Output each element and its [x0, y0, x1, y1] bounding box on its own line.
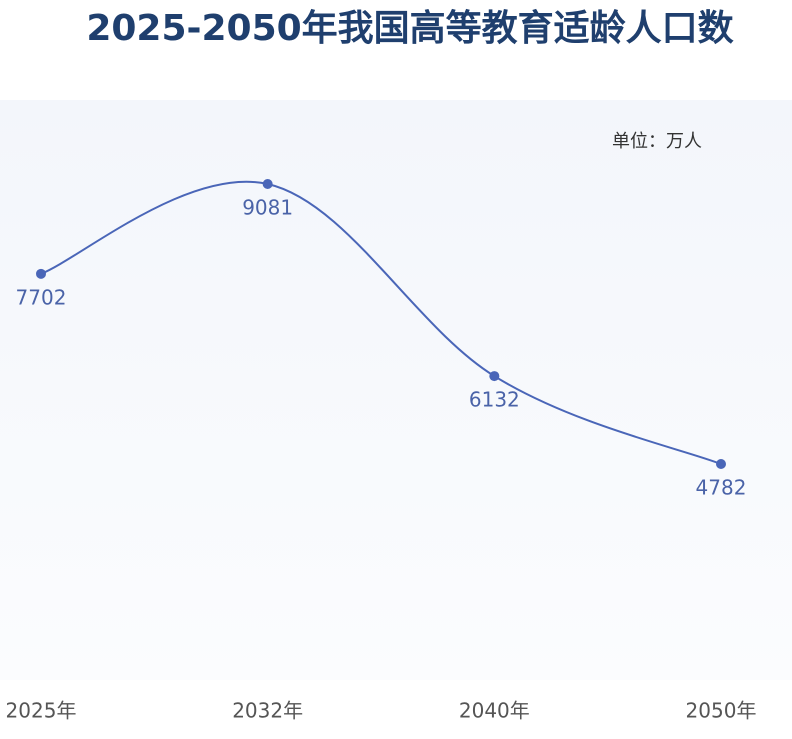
point — [489, 371, 500, 382]
data-label: 7702 — [16, 285, 67, 309]
unit-label: 单位：万人 — [612, 131, 702, 152]
chart-title: 2025-2050年我国高等教育适龄人口数 — [86, 8, 733, 49]
point — [36, 268, 46, 279]
x-tick-label: 2025年 — [6, 699, 77, 723]
line — [40, 180, 722, 465]
x-tick-label: 2050年 — [686, 699, 757, 723]
data-label: 6132 — [469, 388, 520, 412]
point — [262, 179, 273, 189]
plot-background — [0, 100, 792, 680]
x-tick-label: 2040年 — [459, 699, 530, 723]
data-label: 9081 — [242, 196, 293, 220]
point — [716, 459, 726, 469]
data-label: 4782 — [696, 476, 747, 500]
x-tick-label: 2032年 — [232, 699, 303, 723]
